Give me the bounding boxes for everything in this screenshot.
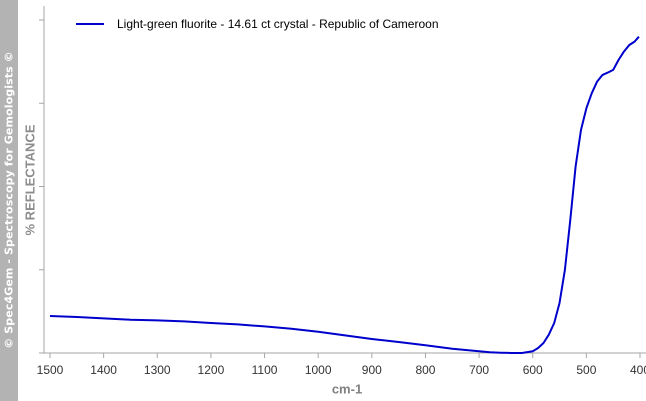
x-tick-label: 1400 xyxy=(90,363,117,377)
y-axis-label: % REFLECTANCE xyxy=(22,124,38,236)
x-tick-label: 1300 xyxy=(144,363,171,377)
x-tick-label: 800 xyxy=(415,363,435,377)
x-tick-label: 1200 xyxy=(198,363,225,377)
x-tick-label: 1000 xyxy=(305,363,332,377)
watermark-sidebar: © Spec4Gem - Spectroscopy for Gemologist… xyxy=(0,0,18,401)
legend-label: Light-green fluorite - 14.61 ct crystal … xyxy=(117,17,439,31)
x-ticks xyxy=(49,353,641,358)
x-tick-labels: 1500 1400 1300 1200 1100 1000 900 800 700 600 500 4… xyxy=(37,363,646,377)
x-tick-label: 1100 xyxy=(252,363,278,377)
x-tick-label: 600 xyxy=(523,363,543,377)
series-group xyxy=(49,36,640,354)
x-tick-label: 1500 xyxy=(37,363,64,377)
x-axis-label: cm-1 xyxy=(331,381,363,397)
x-tick-label: 900 xyxy=(362,363,382,377)
x-tick-label: 500 xyxy=(576,363,596,377)
legend: Light-green fluorite - 14.61 ct crystal … xyxy=(76,17,439,31)
y-ticks xyxy=(39,19,44,354)
series-line xyxy=(49,36,640,354)
x-tick-label: 400 xyxy=(630,363,646,377)
x-tick-label: 700 xyxy=(469,363,489,377)
